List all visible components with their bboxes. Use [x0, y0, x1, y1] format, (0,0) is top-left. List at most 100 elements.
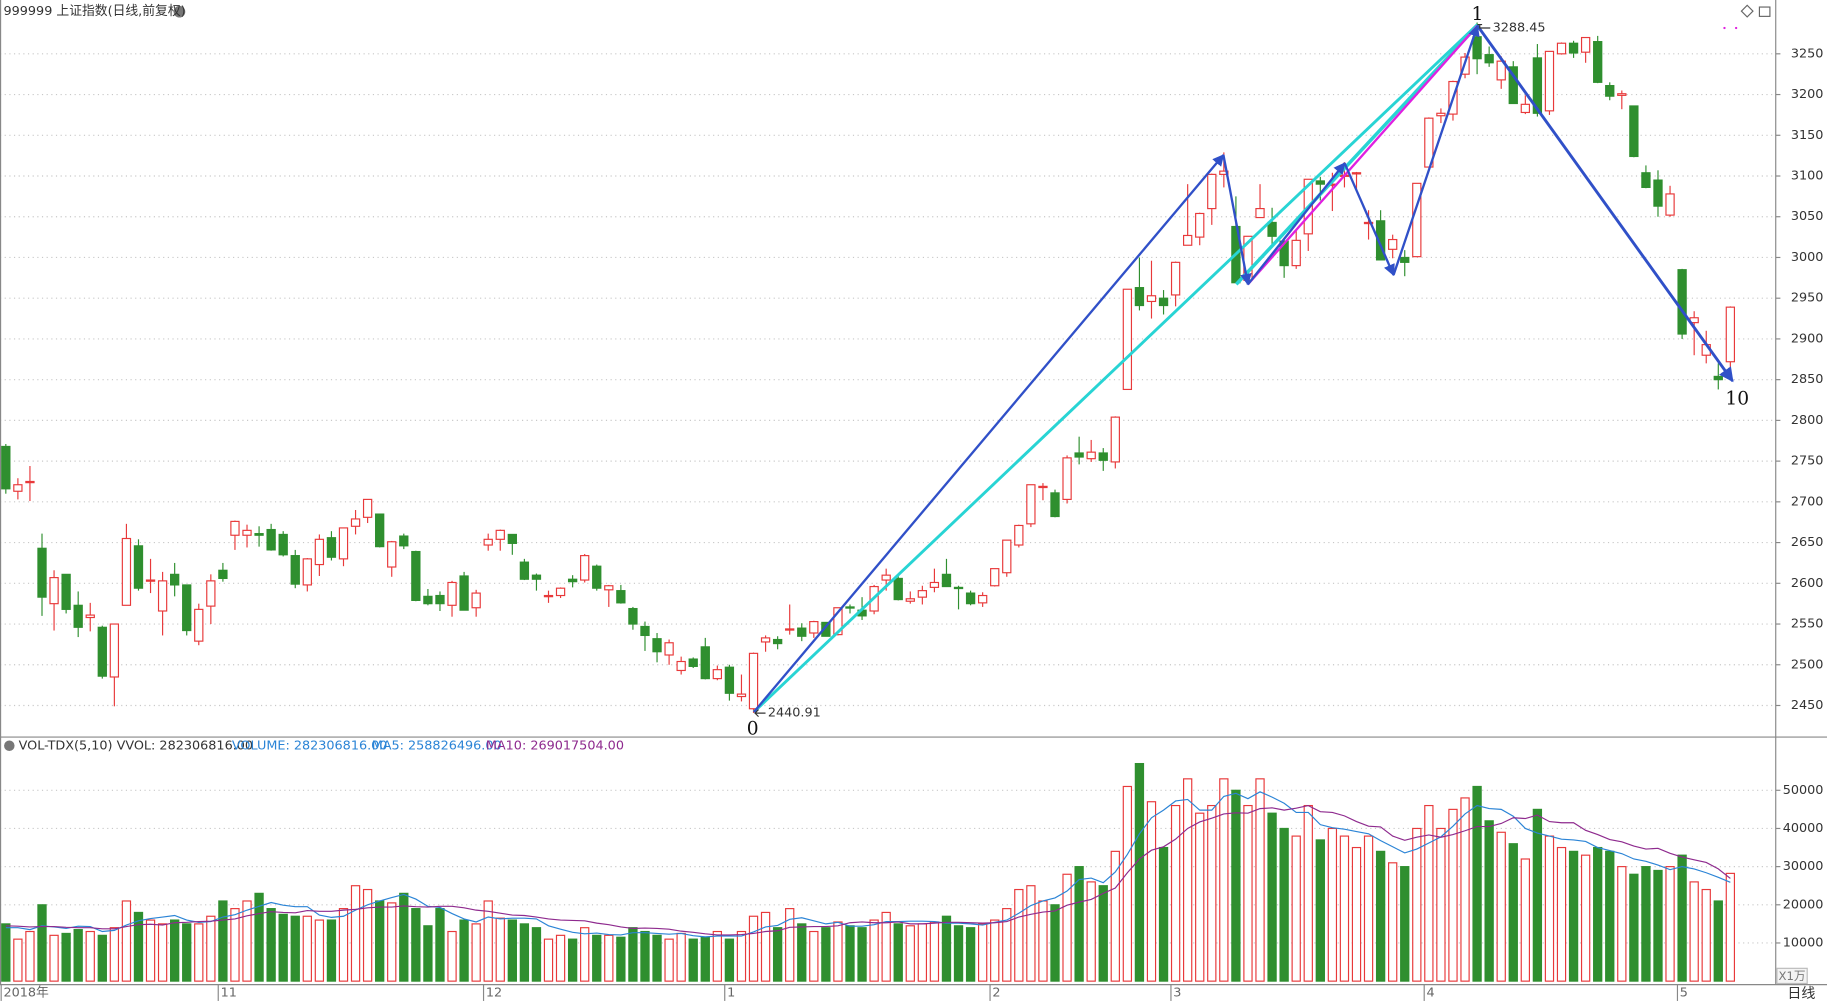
y-tick-label: 2500 [1791, 657, 1824, 672]
volume-bar [362, 888, 373, 982]
candle-body [1002, 539, 1012, 574]
volume-bar [350, 885, 361, 982]
draw-icon[interactable] [1740, 4, 1754, 18]
mark-layer [1, 22, 1736, 982]
candle-body [809, 621, 819, 634]
candle-body [121, 537, 132, 606]
volume-bar [1532, 808, 1543, 982]
x-tick-label: 5 [1680, 985, 1688, 1000]
y-tick-label: 40000 [1783, 821, 1824, 836]
candle-body [278, 533, 288, 556]
volume-menu-icon[interactable] [4, 740, 15, 752]
window-icon[interactable] [1758, 6, 1771, 17]
volume-bar [375, 900, 385, 982]
volume-bar [953, 925, 964, 982]
y-tick-label: 10000 [1783, 935, 1824, 950]
candle-body [1388, 238, 1398, 250]
candle-body [145, 579, 156, 582]
candle-body [387, 541, 397, 568]
volume-bar [941, 915, 952, 982]
volume-bar [785, 908, 795, 982]
volume-bar [133, 911, 144, 982]
candle-body [326, 537, 337, 558]
candle-body [1605, 85, 1615, 97]
candle-body [1110, 416, 1120, 463]
volume-bar [459, 919, 469, 982]
legend-entry: MA10: 269017504.00 [486, 738, 624, 753]
candle-body [1508, 66, 1518, 105]
x-tick-label: 3 [1173, 985, 1181, 1000]
volume-bar [712, 930, 723, 982]
volume-bar [1291, 835, 1301, 982]
candle-body [266, 528, 276, 551]
volume-bar [869, 919, 879, 982]
volume-bar [857, 927, 867, 982]
ma-line [5, 791, 1731, 938]
volume-bar [145, 919, 156, 982]
y-tick-label: 2750 [1791, 454, 1824, 469]
volume-bar [169, 919, 180, 982]
volume-bar [218, 900, 228, 982]
candle-body [242, 529, 252, 536]
candle-body [73, 604, 83, 628]
volume-bar [338, 908, 349, 982]
volume-bar [1605, 850, 1615, 982]
candle-body [567, 578, 578, 583]
y-tick-label: 30000 [1783, 859, 1824, 874]
volume-bar [1544, 835, 1555, 982]
volume-bar [1327, 827, 1338, 982]
x-tick-label: 2 [992, 985, 1000, 1000]
candle-body [1134, 287, 1145, 307]
volume-bar [1122, 785, 1133, 982]
candle-body [1436, 112, 1446, 117]
candle-body [676, 660, 686, 672]
wave-arrow [752, 154, 1225, 713]
candle-body [1484, 54, 1494, 64]
candle-body [905, 598, 915, 602]
volume-bar [1195, 812, 1205, 982]
candle-body [133, 545, 144, 589]
y-tick-label: 3000 [1791, 250, 1824, 265]
marker-dot [1723, 26, 1726, 30]
candle-body [977, 594, 988, 604]
volume-bar [73, 929, 83, 982]
candle-body [459, 575, 469, 611]
candle-body [254, 533, 264, 536]
volume-bar [1484, 820, 1494, 982]
volume-bar [1062, 873, 1072, 982]
volume-bar [688, 938, 698, 982]
candle-body [1074, 452, 1084, 458]
volume-bar [640, 930, 650, 982]
volume-bar [1363, 835, 1374, 982]
candle-body [1146, 295, 1157, 303]
volume-bar [1243, 804, 1253, 982]
volume-bar [893, 923, 903, 982]
candle-body [1713, 375, 1723, 381]
volume-bar [97, 934, 107, 982]
y-tick-label: 3200 [1791, 87, 1824, 102]
volume-bar [736, 930, 747, 982]
volume-bar [1556, 846, 1567, 982]
candle-body [592, 565, 602, 589]
volume-bar [1641, 866, 1651, 982]
volume-bar [990, 919, 1000, 982]
wave-arrow [1343, 162, 1395, 277]
volume-bar [1110, 850, 1120, 982]
volume-bar [423, 925, 433, 982]
period-tab[interactable]: 日线 [1787, 986, 1815, 1001]
candle-body [25, 480, 35, 484]
candle-body [990, 568, 1000, 587]
candle-body [1122, 288, 1133, 391]
title-menu-icon[interactable] [173, 5, 186, 18]
volume-bar [592, 934, 602, 982]
volume-bar [555, 934, 566, 982]
candle-body [375, 513, 385, 548]
y-tick-label: 2450 [1791, 698, 1824, 713]
candle-body [712, 669, 723, 680]
candle-body [1593, 41, 1603, 83]
candle-body [483, 538, 493, 546]
candle-body [1291, 239, 1301, 267]
candle-body [1520, 103, 1530, 114]
volume-bar [194, 923, 204, 982]
candle-body [13, 484, 23, 492]
